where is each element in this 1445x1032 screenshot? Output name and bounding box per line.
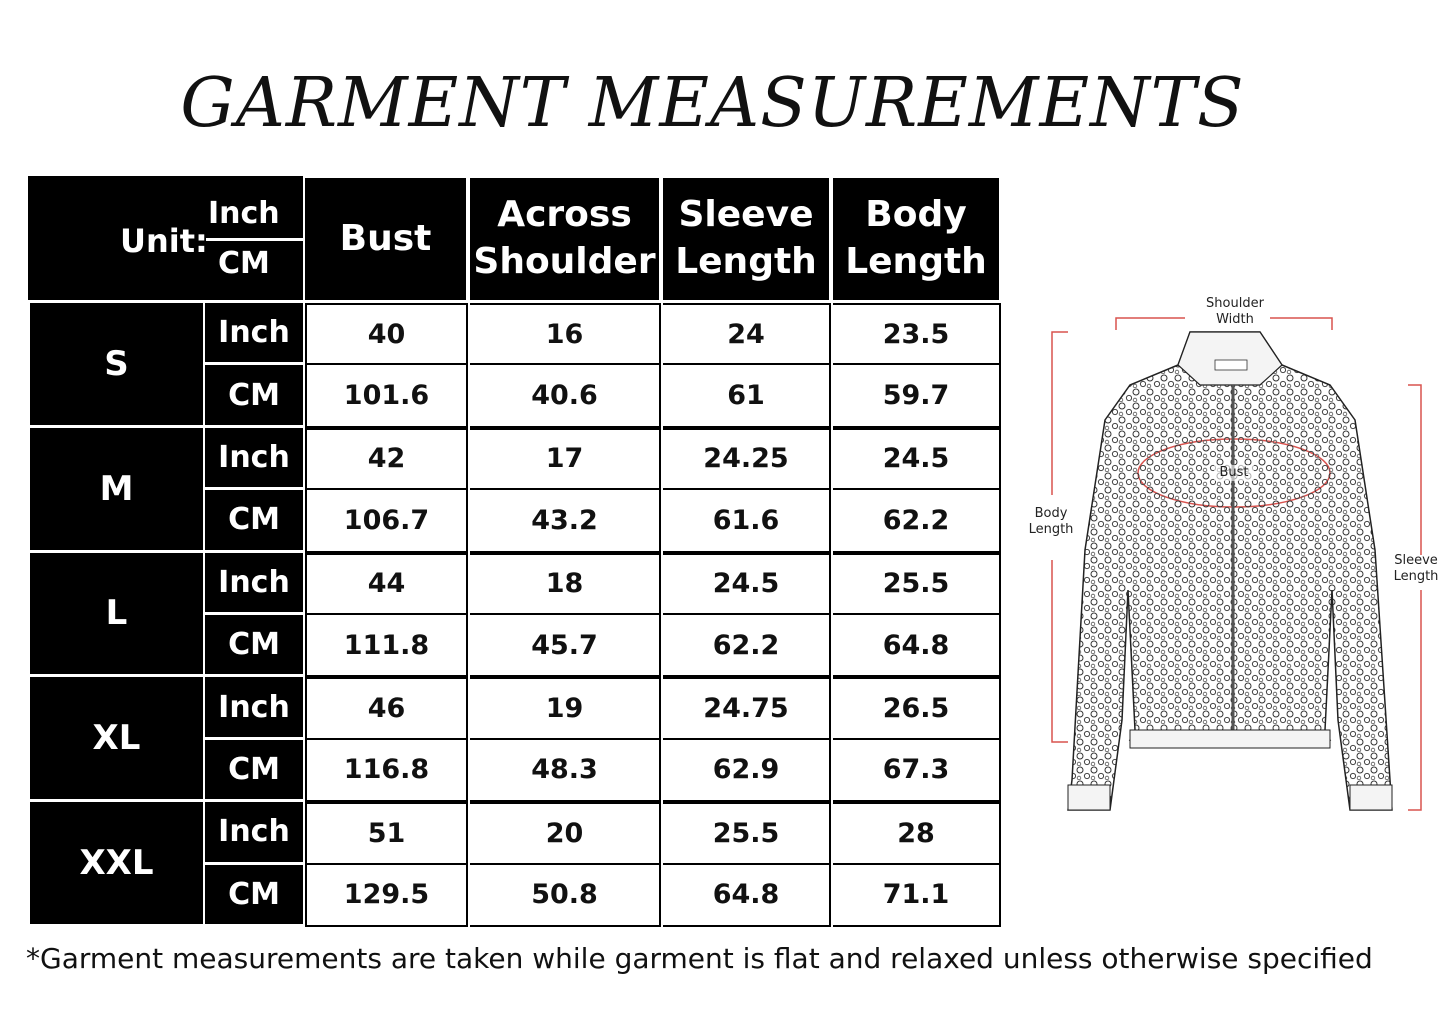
- page-title: GARMENT MEASUREMENTS: [180, 64, 1245, 143]
- column-header: Sleeve Length: [663, 178, 829, 300]
- table-cell: 40.6: [470, 365, 661, 428]
- table-cell: 25.5: [663, 802, 831, 865]
- table-cell: 42: [305, 427, 468, 491]
- table-cell: 20: [470, 802, 661, 865]
- table-cell: 101.6: [305, 365, 468, 428]
- table-cell: 16: [470, 303, 661, 366]
- table-cell: 129.5: [305, 864, 468, 927]
- unit-label: Inch: [205, 802, 303, 862]
- unit-label: CM: [205, 864, 303, 924]
- unit-label: Inch: [205, 552, 303, 612]
- table-cell: 24.75: [663, 677, 831, 740]
- table-cell: 18: [470, 552, 661, 615]
- brand-tag: [1214, 359, 1248, 371]
- table-cell: 62.9: [663, 739, 831, 803]
- unit-label: CM: [205, 615, 303, 675]
- shoulder-width-label: Shoulder Width: [1206, 296, 1264, 327]
- table-cell: 28: [833, 802, 1001, 865]
- table-cell: 59.7: [833, 365, 1001, 428]
- table-cell: 67.3: [833, 739, 1001, 803]
- table-cell: 25.5: [833, 552, 1001, 615]
- unit-cm: CM: [218, 246, 270, 281]
- table-cell: 71.1: [833, 864, 1001, 927]
- unit-divider: [206, 238, 303, 241]
- table-cell: 111.8: [305, 615, 468, 678]
- table-cell: 50.8: [470, 864, 661, 927]
- size-label: M: [30, 427, 203, 550]
- unit-label: Inch: [205, 303, 303, 363]
- table-cell: 40: [305, 303, 468, 366]
- table-cell: 61.6: [663, 490, 831, 553]
- unit-header: Unit: Inch CM: [28, 176, 303, 300]
- table-cell: 19: [470, 677, 661, 740]
- table-cell: 116.8: [305, 739, 468, 803]
- table-cell: 26.5: [833, 677, 1001, 740]
- unit-label: Unit:: [120, 222, 208, 260]
- table-cell: 62.2: [833, 490, 1001, 553]
- sleeve-length-label: Sleeve Length: [1393, 553, 1439, 584]
- size-label: S: [30, 303, 203, 425]
- table-cell: 24.5: [663, 552, 831, 615]
- unit-label: CM: [205, 739, 303, 800]
- unit-inch: Inch: [208, 196, 280, 231]
- table-cell: 24.5: [833, 427, 1001, 491]
- table-cell: 17: [470, 427, 661, 491]
- column-header: Across Shoulder: [470, 178, 659, 300]
- jacket-illustration: [1051, 317, 1422, 811]
- unit-label: CM: [205, 490, 303, 550]
- table-cell: 23.5: [833, 303, 1001, 366]
- table-cell: 24.25: [663, 427, 831, 491]
- footnote: *Garment measurements are taken while ga…: [26, 942, 1373, 975]
- size-label: XXL: [30, 802, 203, 924]
- table-cell: 51: [305, 802, 468, 865]
- body-length-label: Body Length: [1028, 506, 1074, 537]
- bust-label: Bust: [1214, 465, 1254, 481]
- size-label: L: [30, 552, 203, 675]
- table-cell: 61: [663, 365, 831, 428]
- unit-label: Inch: [205, 427, 303, 488]
- column-header: Bust: [305, 178, 466, 300]
- table-cell: 44: [305, 552, 468, 615]
- column-header: Body Length: [833, 178, 999, 300]
- jacket-diagram: Shoulder Width Bust Body Length Sleeve L…: [1020, 290, 1445, 830]
- table-cell: 46: [305, 677, 468, 740]
- table-cell: 64.8: [663, 864, 831, 927]
- unit-label: Inch: [205, 677, 303, 737]
- table-cell: 64.8: [833, 615, 1001, 678]
- table-cell: 48.3: [470, 739, 661, 803]
- table-cell: 45.7: [470, 615, 661, 678]
- table-cell: 62.2: [663, 615, 831, 678]
- table-cell: 106.7: [305, 490, 468, 553]
- table-cell: 24: [663, 303, 831, 366]
- size-label: XL: [30, 677, 203, 800]
- unit-label: CM: [205, 365, 303, 425]
- table-cell: 43.2: [470, 490, 661, 553]
